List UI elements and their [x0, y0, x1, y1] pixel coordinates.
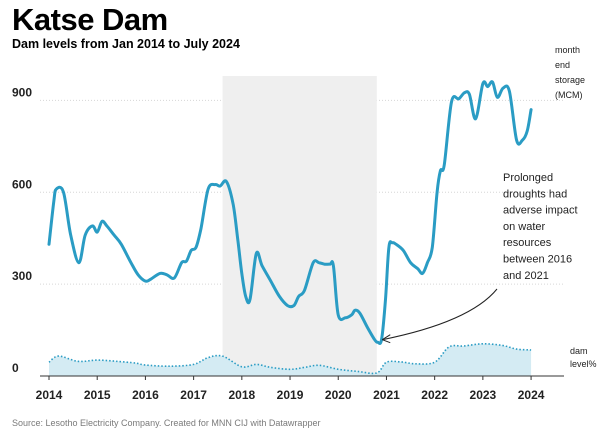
- x-tick-label: 2020: [325, 388, 352, 402]
- series-labels: month end storage (MCM) dam level%: [555, 45, 597, 369]
- storage-series-label: (MCM): [555, 90, 583, 100]
- annotation-text: on water: [503, 221, 546, 233]
- annotation-text: resources: [503, 237, 552, 249]
- annotation-arrow: [382, 288, 498, 341]
- level-series-label: dam: [570, 346, 588, 356]
- dam-level-fill: [49, 343, 532, 376]
- chart-subtitle: Dam levels from Jan 2014 to July 2024: [12, 37, 240, 51]
- x-tick-label: 2022: [421, 388, 448, 402]
- level-series-label: level%: [570, 359, 597, 369]
- x-tick-label: 2024: [518, 388, 545, 402]
- y-tick-label: 900: [12, 85, 32, 99]
- chart-title: Katse Dam: [12, 2, 168, 37]
- storage-series-label: end: [555, 60, 570, 70]
- x-tick-label: 2017: [180, 388, 207, 402]
- y-tick-label: 0: [12, 361, 19, 375]
- source-note: Source: Lesotho Electricity Company. Cre…: [12, 418, 321, 428]
- dam-level-line: [48, 342, 532, 375]
- annotation-text: and 2021: [503, 270, 549, 282]
- x-tick-label: 2023: [470, 388, 497, 402]
- annotation-text: Prolonged: [503, 172, 553, 184]
- dam-level-area: [48, 342, 532, 376]
- y-tick-label: 300: [12, 269, 32, 283]
- x-tick-label: 2019: [277, 388, 304, 402]
- storage-series: [47, 80, 533, 345]
- annotation-text: between 2016: [503, 254, 572, 266]
- storage-series-label: storage: [555, 75, 585, 85]
- x-tick-label: 2014: [36, 388, 63, 402]
- x-tick-label: 2015: [84, 388, 111, 402]
- drought-period-highlight: [222, 76, 377, 376]
- axes: 0 300 600 900 2014 2015 2016 2017 2018 2019 2020 20…: [12, 85, 564, 402]
- x-tick-label: 2018: [228, 388, 255, 402]
- annotation-arrowhead: [381, 334, 391, 344]
- y-tick-label: 600: [12, 177, 32, 191]
- storage-series-label: month: [555, 45, 580, 55]
- annotation-text: adverse impact: [503, 205, 578, 217]
- storage-line: [47, 80, 533, 345]
- annotation-text: droughts had: [503, 188, 567, 200]
- x-tick-label: 2021: [373, 388, 400, 402]
- x-tick-label: 2016: [132, 388, 159, 402]
- annotation: Prolonged droughts had adverse impact on wa…: [381, 172, 578, 344]
